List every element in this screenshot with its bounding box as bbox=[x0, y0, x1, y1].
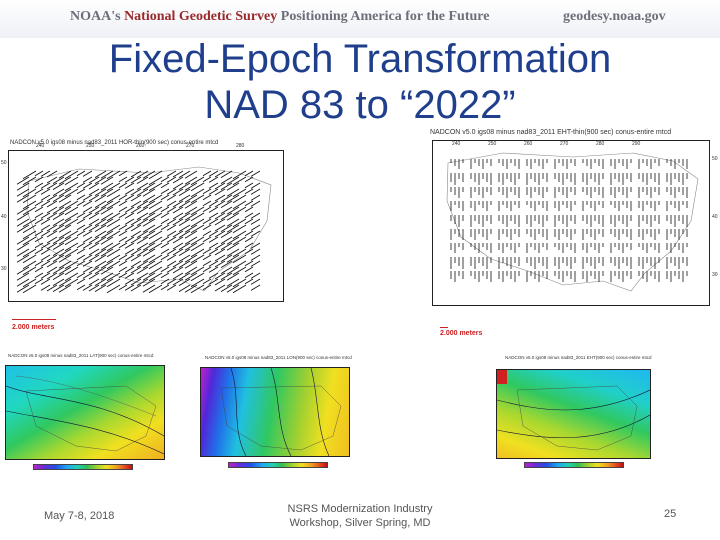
agency-tagline: Positioning America for the Future bbox=[277, 9, 490, 24]
hor-lon-tick: 280 bbox=[236, 143, 245, 149]
horizontal-map-caption: NADCON v5.0 igs08 minus nad83_2011 HOR-t… bbox=[10, 140, 219, 146]
lon-map-caption: NADCON v5.0 igs08 minus nad83_2011 LON(9… bbox=[205, 355, 352, 360]
horizontal-vector-plot bbox=[16, 166, 272, 294]
footer-date: May 7-8, 2018 bbox=[44, 510, 115, 522]
horizontal-map-frame bbox=[8, 150, 284, 302]
vertical-map-caption: NADCON v5.0 igs08 minus nad83_2011 EHT-t… bbox=[430, 129, 672, 136]
lat-contour-frame bbox=[5, 365, 165, 460]
eht-lon-tick: 270 bbox=[560, 141, 569, 147]
eht-colorbar bbox=[524, 462, 624, 468]
lon-contour-frame bbox=[200, 367, 350, 457]
footer-event: NSRS Modernization Industry Workshop, Si… bbox=[250, 502, 470, 530]
footer-event-line-1: NSRS Modernization Industry bbox=[287, 503, 433, 515]
horizontal-scale-label: 2.000 meters bbox=[12, 324, 55, 331]
eht-lon-tick: 290 bbox=[632, 141, 641, 147]
slide-title: Fixed-Epoch Transformation NAD 83 to “20… bbox=[0, 36, 720, 128]
hor-lon-tick: 260 bbox=[136, 143, 145, 149]
hor-lat-tick: 30 bbox=[1, 266, 7, 272]
agency-banner: NOAA's National Geodetic Survey Position… bbox=[70, 9, 489, 25]
eht-lon-tick: 260 bbox=[524, 141, 533, 147]
website-url: geodesy.noaa.gov bbox=[563, 9, 666, 24]
hor-lat-tick: 40 bbox=[1, 214, 7, 220]
hor-lat-tick: 50 bbox=[1, 160, 7, 166]
vertical-map-frame bbox=[432, 140, 710, 306]
vertical-scale-bar bbox=[440, 327, 448, 328]
lat-colorbar bbox=[33, 464, 133, 470]
agency-name: National Geodetic Survey bbox=[124, 9, 278, 24]
slide-title-line-2: NAD 83 to “2022” bbox=[204, 83, 516, 127]
eht-lat-tick: 50 bbox=[712, 156, 718, 162]
eht-lat-tick: 40 bbox=[712, 214, 718, 220]
eht-lat-tick: 30 bbox=[712, 272, 718, 278]
vertical-vector-plot bbox=[446, 152, 699, 292]
footer-event-line-2: Workshop, Silver Spring, MD bbox=[289, 517, 431, 529]
eht-map-caption: NADCON v5.0 igs08 minus nad83_2011 EHT(9… bbox=[505, 355, 652, 360]
lon-colorbar bbox=[228, 462, 328, 468]
hor-lon-tick: 250 bbox=[86, 143, 95, 149]
eht-lon-tick: 280 bbox=[596, 141, 605, 147]
eht-lon-tick: 250 bbox=[488, 141, 497, 147]
agency-prefix: NOAA's bbox=[70, 9, 125, 24]
eht-contour-frame bbox=[496, 369, 651, 459]
header-banner: NOAA's National Geodetic Survey Position… bbox=[0, 0, 720, 38]
hor-lon-tick: 270 bbox=[186, 143, 195, 149]
lat-map-caption: NADCON v5.0 igs08 minus nad83_2011 LAT(9… bbox=[8, 353, 154, 358]
vertical-scale-label: 2.000 meters bbox=[440, 330, 483, 337]
eht-lon-tick: 240 bbox=[452, 141, 461, 147]
hor-lon-tick: 240 bbox=[36, 143, 45, 149]
horizontal-scale-bar bbox=[12, 319, 56, 320]
slide-title-line-1: Fixed-Epoch Transformation bbox=[108, 37, 612, 81]
page-number: 25 bbox=[664, 508, 677, 520]
